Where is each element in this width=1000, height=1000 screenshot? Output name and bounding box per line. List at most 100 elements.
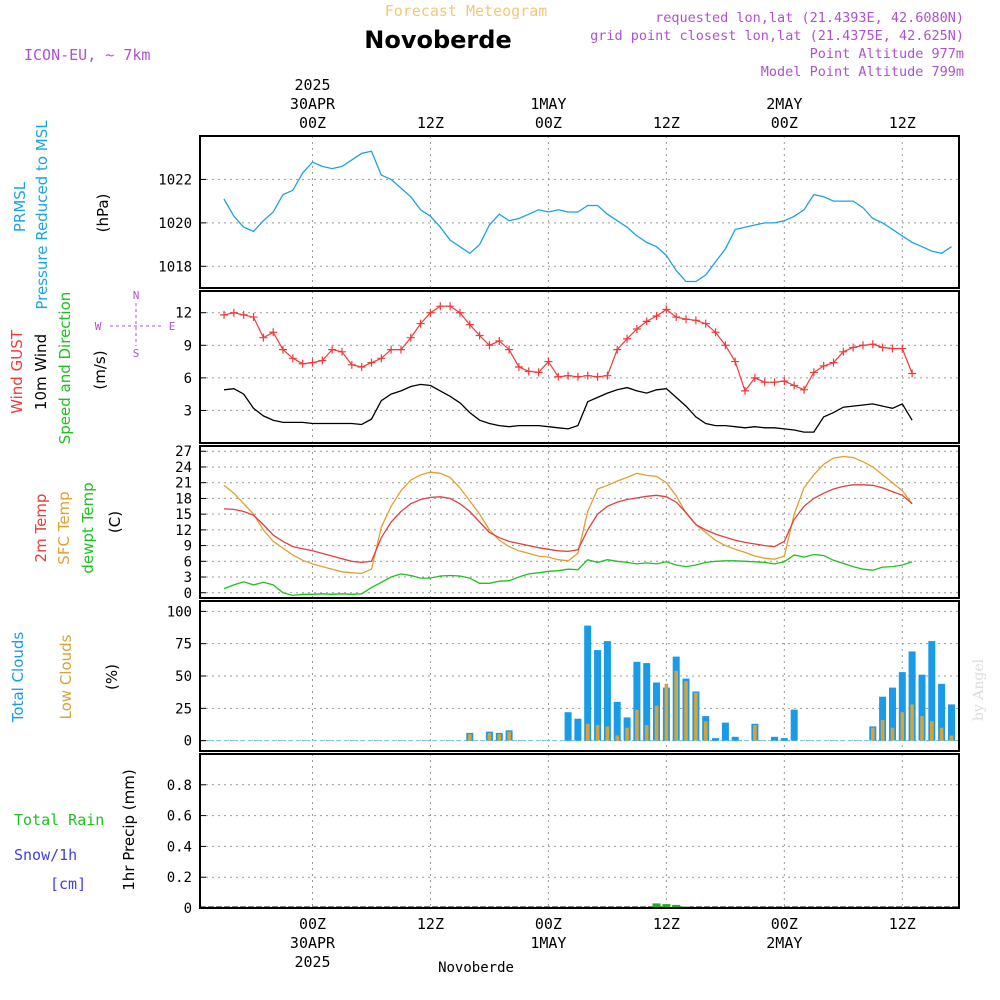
total-cloud-bar <box>938 683 946 741</box>
ytick-label-temp-21: 21 <box>175 476 192 492</box>
total-cloud-bar <box>908 651 916 741</box>
low-cloud-bar <box>585 723 590 741</box>
gust-marker <box>780 377 789 386</box>
panel-frame-temp <box>199 445 960 599</box>
compass-rose: N S W E <box>95 289 176 360</box>
total-cloud-bar <box>928 641 936 741</box>
gust-marker <box>524 367 533 376</box>
low-cloud-bar <box>753 725 757 741</box>
bottom-time-label-0: 2025 <box>294 953 330 971</box>
total-cloud-bar <box>643 663 651 741</box>
gust-marker <box>593 372 602 381</box>
total-cloud-label: Total Clouds <box>9 632 27 724</box>
t2m-line <box>223 484 913 564</box>
gust-marker <box>337 347 346 356</box>
gust-marker <box>396 345 405 354</box>
gust-marker <box>632 325 641 333</box>
ytick-label-wind-9: 9 <box>184 338 192 354</box>
top-time-label-60: 12Z <box>889 114 916 132</box>
gust-marker <box>711 328 720 337</box>
panel-frame-wind <box>199 290 960 444</box>
ytick-label-precip-0.6: 0.6 <box>167 809 192 825</box>
footer-location: Novoberde <box>438 960 514 976</box>
ytick-label-temp-0: 0 <box>184 586 192 602</box>
gust-marker <box>908 369 917 378</box>
gust-marker <box>229 308 238 317</box>
gust-marker <box>672 313 681 322</box>
low-cloud-bar <box>625 727 629 741</box>
gust-marker <box>721 341 730 350</box>
gust-marker <box>387 345 396 354</box>
bottom-time-label-12: 12Z <box>417 915 444 933</box>
total-cloud-bar <box>712 738 719 741</box>
total-cloud-bar <box>613 701 621 741</box>
top-time-label-0: 30APR <box>290 95 336 113</box>
low-cloud-bar <box>468 734 472 741</box>
sfc-label: SFC Temp <box>55 491 73 564</box>
dew-line <box>223 553 913 597</box>
low-cloud-bar <box>880 720 885 741</box>
gust-marker <box>573 372 582 381</box>
gust-marker <box>642 317 651 326</box>
gust-marker <box>249 313 258 322</box>
gust-marker <box>829 358 838 367</box>
gust-marker <box>790 381 799 390</box>
meteogram-title: Forecast Meteogram <box>385 2 548 20</box>
compass-s: S <box>133 347 140 360</box>
low-cloud-bar <box>507 731 511 741</box>
total-cloud-bar <box>564 712 572 741</box>
rain-bar <box>652 903 661 908</box>
gust-marker <box>347 360 356 369</box>
gust-label: Wind GUST <box>8 329 26 414</box>
grid-layer <box>200 136 959 909</box>
gust-marker <box>288 354 297 363</box>
gust-marker <box>436 302 445 311</box>
low-cloud-bar <box>654 705 659 741</box>
gust-marker <box>898 344 907 353</box>
wind-labels: Wind GUST 10m Wind Speed and Direction (… <box>8 289 175 444</box>
ytick-label-precip-0.8: 0.8 <box>167 778 192 794</box>
gust-marker <box>564 371 573 380</box>
pressure-line <box>223 150 952 283</box>
gust-marker <box>682 315 691 324</box>
gust-marker <box>318 356 327 365</box>
compass-w: W <box>95 320 102 333</box>
ytick-label-pressure-1020: 1020 <box>158 216 192 232</box>
gust-marker <box>220 310 229 319</box>
bottom-time-label-48: 2MAY <box>766 934 802 952</box>
axis-layer: 1018102010223691203691215182124270255075… <box>158 76 916 971</box>
cloud-labels: Total Clouds Low Clouds (%) <box>9 632 121 724</box>
gust-marker <box>554 372 563 381</box>
total-cloud-bar <box>898 672 906 741</box>
ytick-label-clouds-100: 100 <box>167 604 192 620</box>
gust-marker <box>878 343 887 352</box>
panel-frame-pressure <box>199 135 960 289</box>
low-cloud-bar <box>497 734 502 741</box>
total-cloud-bar <box>790 709 798 741</box>
total-cloud-bar <box>721 722 729 741</box>
gust-marker <box>406 333 415 342</box>
gust-marker <box>544 357 553 366</box>
rain-bar <box>662 904 671 908</box>
gust-marker <box>809 368 818 377</box>
gust-marker <box>328 345 337 354</box>
model-altitude: Model Point Altitude 799m <box>761 64 964 80</box>
low-cloud-bar <box>487 732 492 741</box>
ytick-label-wind-12: 12 <box>175 306 192 322</box>
gust-marker <box>495 336 504 345</box>
ytick-label-temp-12: 12 <box>175 523 192 539</box>
ytick-label-clouds-0: 0 <box>184 734 192 750</box>
top-time-label-36: 12Z <box>653 114 680 132</box>
gust-marker <box>800 385 808 394</box>
bottom-time-label-48: 00Z <box>771 915 798 933</box>
gust-marker <box>662 305 671 314</box>
gust-marker <box>731 357 740 366</box>
top-time-label-0: 2025 <box>294 76 330 94</box>
ytick-label-wind-3: 3 <box>184 403 192 419</box>
total-cloud-bar <box>594 650 602 741</box>
ytick-label-temp-24: 24 <box>175 460 192 476</box>
requested-coords: requested lon,lat (21.4393E, 42.6080N) <box>655 10 964 26</box>
total-cloud-bar <box>771 736 778 741</box>
total-cloud-bar <box>603 641 611 741</box>
